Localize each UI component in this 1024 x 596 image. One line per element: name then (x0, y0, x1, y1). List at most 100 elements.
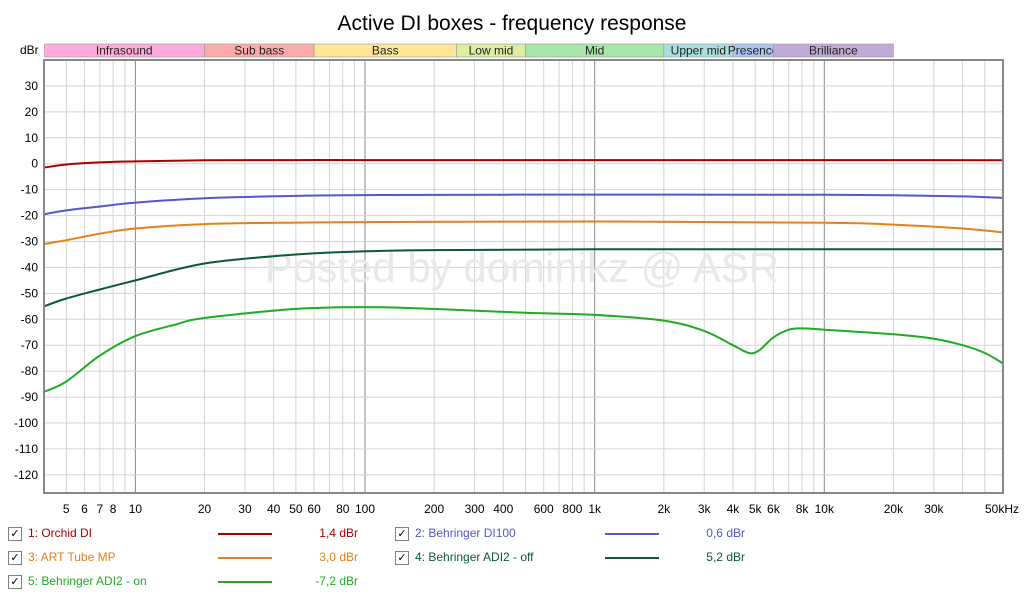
legend-swatch-series-5 (218, 581, 272, 583)
legend-checkbox-series-3[interactable]: ✓ (8, 551, 22, 565)
plot-area (44, 60, 1003, 493)
legend-label-series-4: 4: Behringer ADI2 - off (415, 550, 534, 564)
y-tick-label: -40 (21, 260, 39, 274)
y-tick-label: -10 (21, 183, 39, 197)
y-axis-unit-label: dBr (20, 43, 39, 57)
x-tick-label: 600 (534, 502, 554, 516)
y-tick-label: -100 (14, 416, 38, 430)
x-tick-label: 6 (81, 502, 88, 516)
series-line-2 (43, 193, 1004, 216)
y-tick-label: 30 (25, 79, 39, 93)
legend-value-series-2: 0,6 dBr (706, 526, 745, 540)
y-axis-ticks: 30 20 10 0 -10 -20 -30 -40 -50 -60 -70 -80 -90 -100 -1… (14, 79, 38, 482)
series-line-4 (43, 248, 1003, 308)
band-label-4: Mid (585, 44, 604, 58)
x-tick-label: 200 (424, 502, 444, 516)
x-tick-label: 20k (884, 502, 904, 516)
band-label-5: Upper mid (671, 44, 726, 58)
y-tick-label: -50 (21, 286, 39, 300)
x-tick-label: 3k (698, 502, 712, 516)
x-tick-label: 30 (238, 502, 252, 516)
x-tick-label: 50 (289, 502, 303, 516)
x-tick-label: 50kHz (985, 502, 1019, 516)
legend-checkbox-series-1[interactable]: ✓ (8, 527, 22, 541)
x-tick-label: 1k (588, 502, 602, 516)
band-label-7: Brilliance (809, 44, 858, 58)
band-5: Upper mid (663, 44, 734, 58)
chart-title: Active DI boxes - frequency response (337, 12, 686, 35)
x-tick-label: 6k (767, 502, 781, 516)
band-label-1: Sub bass (234, 44, 284, 58)
y-tick-label: 20 (25, 105, 39, 119)
x-tick-label: 40 (267, 502, 281, 516)
band-7: Brilliance (773, 43, 894, 58)
legend-swatch-series-4 (605, 557, 659, 559)
legend-item-behringer-di100: ✓ 2: Behringer DI100 0,6 dBr (395, 525, 755, 543)
band-label-6: Presence (728, 44, 779, 58)
x-axis-ticks: 5 6 7 8 10 20 30 40 50 60 80 100 200 300 400 600 800 1k 2k… (63, 502, 1019, 516)
band-3: Low mid (456, 44, 526, 58)
legend-label-series-2: 2: Behringer DI100 (415, 526, 516, 540)
x-tick-label: 10 (129, 502, 143, 516)
y-tick-label: -30 (21, 234, 39, 248)
watermark-text: Posted by dominikz @ ASR (265, 244, 779, 291)
legend-label-series-1: 1: Orchid DI (28, 526, 93, 540)
x-tick-label: 20 (198, 502, 212, 516)
band-6: Presence (728, 44, 779, 58)
legend-checkbox-series-5[interactable]: ✓ (8, 575, 22, 589)
legend-checkbox-series-2[interactable]: ✓ (395, 527, 409, 541)
y-tick-label: -20 (21, 209, 39, 223)
x-tick-label: 80 (336, 502, 350, 516)
band-0: Infrasound (44, 44, 205, 58)
band-1: Sub bass (204, 44, 315, 58)
x-tick-label: 10k (815, 502, 835, 516)
plot-frame (43, 59, 1004, 494)
series-lines (43, 159, 1004, 393)
legend-item-orchid-di: ✓ 1: Orchid DI 1,4 dBr (8, 525, 368, 543)
y-tick-label: 0 (31, 157, 38, 171)
x-tick-label: 400 (493, 502, 513, 516)
y-tick-label: 10 (25, 131, 39, 145)
x-tick-label: 30k (924, 502, 944, 516)
x-tick-label: 8k (796, 502, 810, 516)
x-tick-label: 100 (355, 502, 375, 516)
y-tick-label: -90 (21, 390, 39, 404)
y-tick-label: -60 (21, 312, 39, 326)
x-tick-label: 60 (307, 502, 321, 516)
band-2: Bass (313, 44, 457, 58)
band-label-2: Bass (372, 44, 399, 58)
band-label-3: Low mid (469, 44, 514, 58)
x-tick-label: 8 (110, 502, 117, 516)
x-tick-label: 7 (96, 502, 103, 516)
legend-checkbox-series-4[interactable]: ✓ (395, 551, 409, 565)
x-tick-label: 5 (63, 502, 70, 516)
legend-swatch-series-1 (218, 533, 272, 535)
y-tick-label: -80 (21, 364, 39, 378)
series-line-3 (43, 220, 1004, 246)
x-tick-label: 5k (749, 502, 763, 516)
legend-swatch-series-2 (605, 533, 659, 535)
band-swatch-7 (773, 43, 894, 58)
y-tick-label: -70 (21, 338, 39, 352)
series-line-5 (43, 306, 1004, 393)
series-line-1 (43, 159, 1004, 169)
legend-value-series-5: -7,2 dBr (315, 574, 358, 588)
legend-value-series-1: 1,4 dBr (319, 526, 358, 540)
legend-label-series-3: 3: ART Tube MP (28, 550, 116, 564)
x-tick-label: 300 (465, 502, 485, 516)
legend-value-series-4: 5,2 dBr (706, 550, 745, 564)
band-4: Mid (525, 44, 665, 58)
grid (43, 60, 1004, 493)
legend-item-behringer-adi2-off: ✓ 4: Behringer ADI2 - off 5,2 dBr (395, 549, 755, 567)
legend-value-series-3: 3,0 dBr (319, 550, 358, 564)
legend-item-art-tube-mp: ✓ 3: ART Tube MP 3,0 dBr (8, 549, 368, 567)
legend-swatch-series-3 (218, 557, 272, 559)
frequency-bands: Infrasound Sub bass Bass Low mid Mid Upper mi… (44, 43, 894, 58)
legend-item-behringer-adi2-on: ✓ 5: Behringer ADI2 - on -7,2 dBr (8, 573, 368, 591)
legend-label-series-5: 5: Behringer ADI2 - on (28, 574, 147, 588)
x-tick-label: 2k (657, 502, 671, 516)
x-tick-label: 4k (727, 502, 741, 516)
band-label-0: Infrasound (96, 44, 153, 58)
y-tick-label: -120 (14, 468, 38, 482)
